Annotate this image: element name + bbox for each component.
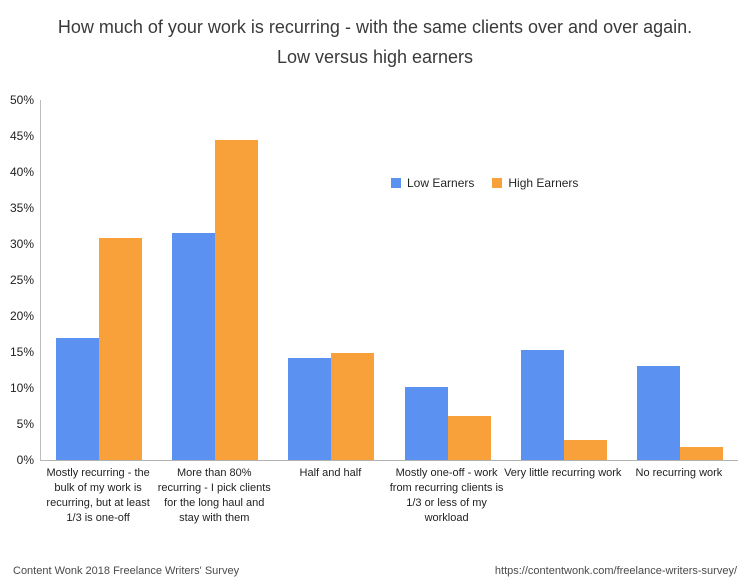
y-tick-label: 15% [9, 345, 34, 359]
legend-label-low-earners: Low Earners [407, 176, 475, 190]
plot-area [40, 100, 738, 461]
x-axis-labels: Mostly recurring - the bulk of my work i… [40, 466, 737, 536]
y-axis: 0% 5% 10% 15% 20% 25% 30% 35% 40% 45% 50% [0, 93, 34, 467]
x-category-label: Mostly recurring - the bulk of my work i… [46, 467, 150, 524]
y-tick-label: 20% [9, 309, 34, 323]
legend-label-high-earners: High Earners [508, 176, 579, 190]
bar-low-earners [288, 357, 332, 460]
bar-group [41, 100, 157, 460]
y-tick-label: 0% [16, 453, 34, 467]
footer: Content Wonk 2018 Freelance Writers' Sur… [13, 565, 737, 577]
bar-high-earners [447, 416, 491, 460]
low-earners-swatch-icon [391, 178, 401, 188]
bar-low-earners [172, 233, 216, 460]
footer-source-credit: Content Wonk 2018 Freelance Writers' Sur… [13, 565, 240, 577]
y-tick-label: 10% [9, 381, 34, 395]
legend-item-high-earners: High Earners [492, 176, 578, 190]
chart-title-line1: How much of your work is recurring - wit… [57, 17, 693, 37]
high-earners-swatch-icon [492, 178, 503, 188]
bar-low-earners [56, 337, 100, 460]
chart-title-line2: Low versus high earners [276, 47, 474, 67]
chart-title: How much of your work is recurring - wit… [0, 12, 750, 72]
x-category-label: No recurring work [635, 467, 723, 479]
bar-group [157, 100, 273, 460]
y-tick-label: 30% [9, 237, 34, 251]
bar-group [506, 100, 622, 460]
bar-low-earners [520, 349, 564, 460]
bar-group [273, 100, 389, 460]
y-tick-label: 25% [9, 273, 34, 287]
bar-low-earners [404, 386, 448, 460]
bar-high-earners [331, 352, 375, 460]
bar-high-earners [679, 447, 723, 460]
bar-high-earners [563, 439, 607, 460]
x-category-label: Very little recurring work [504, 467, 622, 479]
x-category-label: Mostly one-off - work from recurring cli… [389, 467, 504, 524]
y-tick-label: 35% [9, 201, 34, 215]
legend-item-low-earners: Low Earners [391, 176, 474, 190]
bar-group [390, 100, 506, 460]
bar-low-earners [636, 366, 680, 460]
y-tick-label: 5% [16, 417, 34, 431]
y-tick-label: 45% [9, 129, 34, 143]
x-category-label: More than 80% recurring - I pick clients… [157, 467, 271, 524]
bar-high-earners [99, 238, 143, 460]
x-category-label: Half and half [299, 467, 362, 479]
footer-source-url: https://contentwonk.com/freelance-writer… [494, 565, 737, 577]
legend: Low Earners High Earners [391, 176, 578, 190]
y-tick-label: 50% [9, 93, 34, 107]
bar-group [622, 100, 738, 460]
bar-high-earners [215, 139, 259, 460]
y-tick-label: 40% [9, 165, 34, 179]
